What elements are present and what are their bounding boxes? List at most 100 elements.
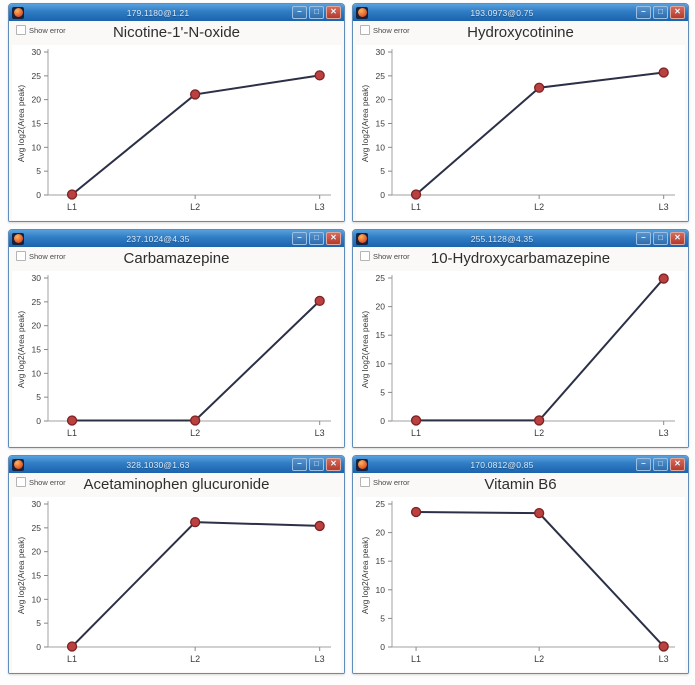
- x-tick-label: L1: [67, 654, 77, 664]
- chart-window-carbamazepine: 237.1024@4.35 – □ ✕ Show error Carbamaze…: [8, 229, 345, 448]
- checkbox-icon[interactable]: [16, 477, 26, 487]
- data-point[interactable]: [66, 641, 78, 652]
- titlebar[interactable]: 255.1128@4.35 – □ ✕: [353, 230, 688, 247]
- y-tick-label: 20: [32, 321, 42, 331]
- minimize-button[interactable]: –: [292, 6, 307, 19]
- y-tick-label: 20: [32, 95, 42, 105]
- show-error-checkbox[interactable]: Show error: [16, 251, 66, 261]
- y-tick-label: 20: [376, 95, 386, 105]
- x-tick-label: L3: [315, 428, 325, 438]
- minimize-button[interactable]: –: [292, 232, 307, 245]
- window-controls: – □ ✕: [636, 6, 685, 19]
- data-point[interactable]: [66, 189, 78, 200]
- y-tick-label: 30: [32, 47, 42, 57]
- app-ball-icon: [12, 458, 24, 471]
- close-button[interactable]: ✕: [670, 458, 685, 471]
- chart-header: Show error 10-Hydroxycarbamazepine: [356, 248, 685, 271]
- line-chart: 0 5 10 15 20 25 30 L1 L2 L3 Avg log2(Area peak): [12, 271, 341, 446]
- data-point[interactable]: [534, 508, 545, 519]
- titlebar-label: 328.1030@1.63: [126, 459, 190, 470]
- chart-window-10-hydroxycarbamazepine: 255.1128@4.35 – □ ✕ Show error 10-Hydrox…: [352, 229, 689, 448]
- show-error-checkbox[interactable]: Show error: [360, 25, 410, 35]
- y-tick-label: 15: [32, 345, 42, 355]
- checkbox-icon[interactable]: [360, 251, 370, 261]
- data-point[interactable]: [534, 82, 545, 93]
- show-error-checkbox[interactable]: Show error: [360, 251, 410, 261]
- y-tick-label: 15: [32, 119, 42, 129]
- minimize-button[interactable]: –: [636, 6, 651, 19]
- line-chart: 0 5 10 15 20 25 L1 L2 L3 Avg log2(Area peak): [356, 497, 685, 672]
- x-tick-label: L3: [315, 202, 325, 212]
- close-button[interactable]: ✕: [670, 6, 685, 19]
- data-point[interactable]: [314, 520, 325, 532]
- y-tick-label: 0: [380, 190, 385, 200]
- maximize-button[interactable]: □: [309, 458, 324, 471]
- titlebar[interactable]: 237.1024@4.35 – □ ✕: [9, 230, 344, 247]
- data-point[interactable]: [658, 641, 669, 652]
- y-tick-label: 15: [32, 571, 42, 581]
- y-tick-label: 5: [36, 392, 41, 402]
- close-button[interactable]: ✕: [670, 232, 685, 245]
- maximize-button[interactable]: □: [653, 458, 668, 471]
- maximize-button[interactable]: □: [653, 232, 668, 245]
- chart-header: Show error Hydroxycotinine: [356, 22, 685, 45]
- data-point[interactable]: [314, 70, 325, 81]
- titlebar[interactable]: 193.0973@0.75 – □ ✕: [353, 4, 688, 21]
- titlebar[interactable]: 179.1180@1.21 – □ ✕: [9, 4, 344, 21]
- line-chart: 0 5 10 15 20 25 30 L1 L2 L3 Avg log2(Area peak): [356, 45, 685, 220]
- minimize-button[interactable]: –: [292, 458, 307, 471]
- plot-background: [356, 497, 685, 672]
- data-point[interactable]: [190, 415, 201, 426]
- x-tick-label: L2: [190, 202, 200, 212]
- titlebar[interactable]: 328.1030@1.63 – □ ✕: [9, 456, 344, 473]
- plot-background: [12, 45, 341, 220]
- x-tick-label: L2: [190, 428, 200, 438]
- chart-window-acetaminophen-glucuronide: 328.1030@1.63 – □ ✕ Show error Acetamino…: [8, 455, 345, 674]
- data-point[interactable]: [190, 516, 201, 528]
- line-chart: 0 5 10 15 20 25 30 L1 L2 L3 Avg log2(Area peak): [12, 497, 341, 672]
- y-tick-label: 0: [380, 416, 385, 426]
- data-point[interactable]: [314, 295, 325, 307]
- window-controls: – □ ✕: [292, 232, 341, 245]
- window-controls: – □ ✕: [292, 6, 341, 19]
- show-error-checkbox[interactable]: Show error: [360, 477, 410, 487]
- data-point[interactable]: [658, 67, 669, 78]
- close-button[interactable]: ✕: [326, 6, 341, 19]
- y-tick-label: 5: [380, 387, 385, 397]
- chart-window-hydroxycotinine: 193.0973@0.75 – □ ✕ Show error Hydroxyco…: [352, 3, 689, 222]
- y-tick-label: 0: [36, 416, 41, 426]
- show-error-checkbox[interactable]: Show error: [16, 25, 66, 35]
- window-controls: – □ ✕: [636, 232, 685, 245]
- data-point[interactable]: [410, 189, 422, 200]
- checkbox-icon[interactable]: [16, 251, 26, 261]
- checkbox-icon[interactable]: [360, 477, 370, 487]
- chart-title: Hydroxycotinine: [467, 24, 574, 41]
- show-error-checkbox[interactable]: Show error: [16, 477, 66, 487]
- close-button[interactable]: ✕: [326, 232, 341, 245]
- titlebar[interactable]: 170.0812@0.85 – □ ✕: [353, 456, 688, 473]
- data-point[interactable]: [658, 273, 669, 284]
- x-tick-label: L1: [67, 428, 77, 438]
- maximize-button[interactable]: □: [309, 6, 324, 19]
- minimize-button[interactable]: –: [636, 458, 651, 471]
- app-ball-icon: [356, 6, 368, 19]
- checkbox-icon[interactable]: [16, 25, 26, 35]
- window-body: Show error Acetaminophen glucuronide 0 5 1…: [9, 473, 344, 673]
- data-point[interactable]: [534, 415, 545, 426]
- app-ball-icon: [356, 458, 368, 471]
- window-body: Show error Hydroxycotinine 0 5 10 15 20 25 30 L…: [353, 21, 688, 221]
- app-ball-icon: [356, 232, 368, 245]
- y-tick-label: 10: [376, 359, 386, 369]
- y-tick-label: 0: [36, 190, 41, 200]
- minimize-button[interactable]: –: [636, 232, 651, 245]
- y-axis-label: Avg log2(Area peak): [360, 537, 370, 615]
- maximize-button[interactable]: □: [309, 232, 324, 245]
- maximize-button[interactable]: □: [653, 6, 668, 19]
- data-point[interactable]: [410, 415, 422, 426]
- data-point[interactable]: [66, 415, 78, 426]
- close-button[interactable]: ✕: [326, 458, 341, 471]
- checkbox-icon[interactable]: [360, 25, 370, 35]
- data-point[interactable]: [190, 89, 201, 100]
- data-point[interactable]: [410, 506, 422, 518]
